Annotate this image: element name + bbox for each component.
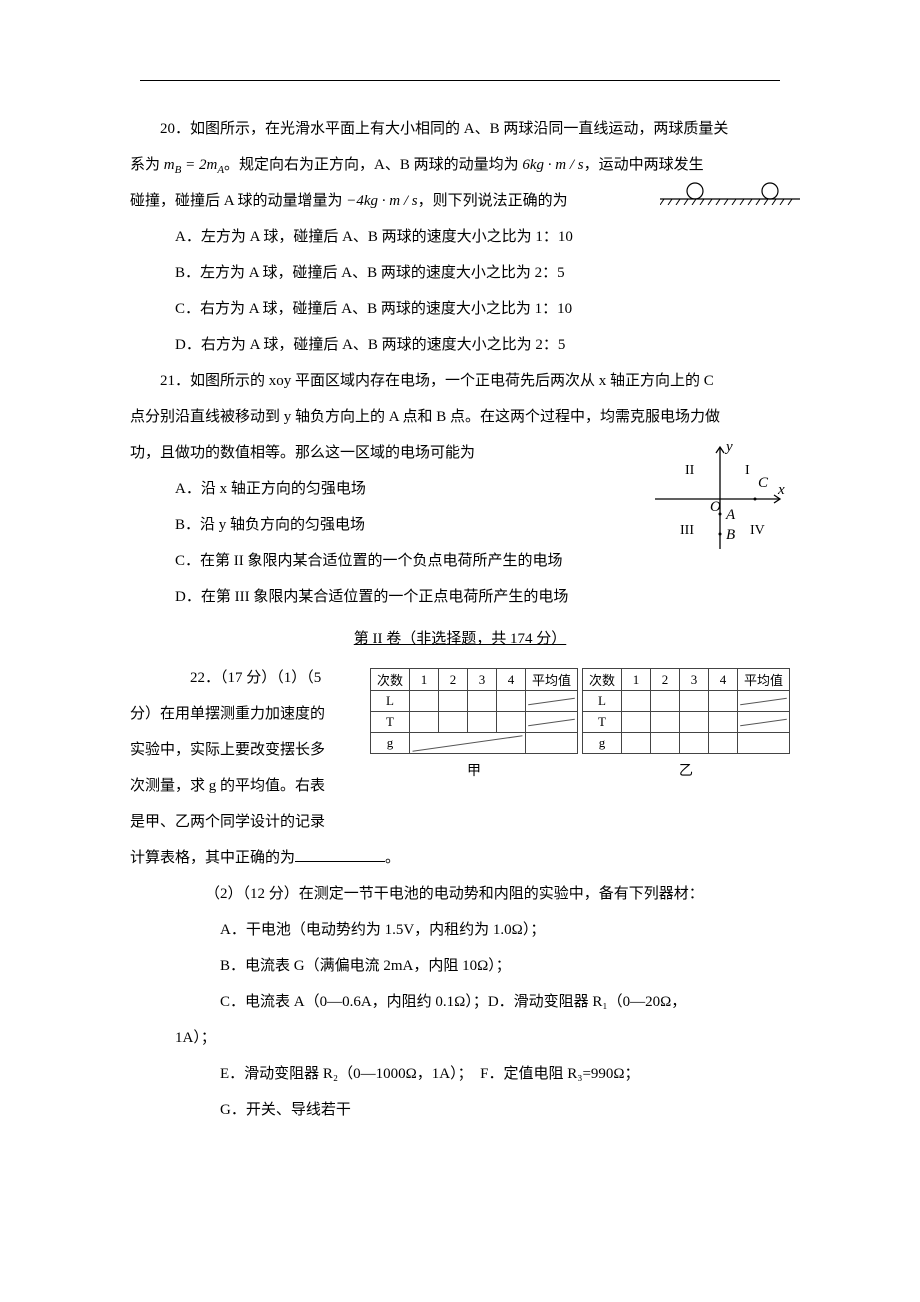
tbl2-row-t: T xyxy=(582,712,621,733)
caption-yi: 乙 xyxy=(582,760,790,780)
q22-item-a: A．干电池（电动势约为 1.5V，内租约为 1.0Ω）； xyxy=(130,912,790,948)
q22-block: 22．（17 分）（1）（5 分）在用单摆测重力加速度的 实验中，实际上要改变摆… xyxy=(130,660,790,840)
tbl-h-1: 1 xyxy=(410,669,439,691)
q22-item-b: B．电流表 G（满偏电流 2mA，内阻 10Ω）； xyxy=(130,948,790,984)
tbl-h-2: 2 xyxy=(439,669,468,691)
q20-number: 20． xyxy=(160,121,190,137)
q22-p1d: 次测量，求 g 的平均值。右表 xyxy=(130,778,325,794)
q20-option-c: C．右方为 A 球，碰撞后 A、B 两球的速度大小之比为 1：10 xyxy=(130,291,790,327)
tbl-row-t: T xyxy=(371,712,410,733)
tbl-row-l: L xyxy=(371,691,410,712)
page-rule xyxy=(140,80,780,81)
q22-p1f-pre: 计算表格，其中正确的为 xyxy=(130,850,295,866)
q22-tables: 次数 1 2 3 4 平均值 L T g 甲 xyxy=(370,660,790,780)
q20-diagram xyxy=(660,179,800,219)
tbl-row-g: g xyxy=(371,733,410,754)
q22-p1f: 计算表格，其中正确的为 。 xyxy=(130,840,790,876)
q21-stem-line2: 点分别沿直线被移动到 y 轴负方向上的 A 点和 B 点。在这两个过程中，均需克… xyxy=(130,399,790,435)
q21-label-y: y xyxy=(724,439,733,455)
tbl2-h-5: 平均值 xyxy=(737,669,789,691)
q21-stem-line1: 21．如图所示的 xoy 平面区域内存在电场，一个正电荷先后两次从 x 轴正方向… xyxy=(130,363,790,399)
q22-p1e: 是甲、乙两个同学设计的记录 xyxy=(130,814,325,830)
q20-option-a: A．左方为 A 球，碰撞后 A、B 两球的速度大小之比为 1：10 xyxy=(130,219,790,255)
q20-stem-line1: 20．如图所示，在光滑水平面上有大小相同的 A、B 两球沿同一直线运动，两球质量… xyxy=(130,111,790,147)
q22-table-yi: 次数 1 2 3 4 平均值 L T g 乙 xyxy=(582,668,790,780)
q22-item-e: E．滑动变阻器 R₂（0—1000Ω，1A）； F．定值电阻 R₃=990Ω； xyxy=(130,1056,790,1092)
q20-stem3-pre: 碰撞，碰撞后 A 球的动量增量为 xyxy=(130,193,346,209)
q21-label-iv: IV xyxy=(750,523,765,538)
caption-jia: 甲 xyxy=(370,760,578,780)
q22-item-g: G．开关、导线若干 xyxy=(130,1092,790,1128)
q22-table-jia: 次数 1 2 3 4 平均值 L T g 甲 xyxy=(370,668,578,780)
q22-p1a: （17 分）（1）（5 xyxy=(220,670,321,686)
tbl2-h-1: 1 xyxy=(621,669,650,691)
tbl2-row-l: L xyxy=(582,691,621,712)
q20-val-neg4kg: −4kg · m / s xyxy=(346,193,417,209)
q21-label-o: O xyxy=(710,499,721,515)
q22-p1b: 分）在用单摆测重力加速度的 xyxy=(130,706,325,722)
q22-p1f-post: 。 xyxy=(385,850,400,866)
q21-label-c: C xyxy=(758,475,769,491)
q20-val-6kg: 6kg · m / s xyxy=(522,157,583,173)
tbl-h-5: 平均值 xyxy=(526,669,578,691)
q21-label-iii: III xyxy=(680,523,694,538)
tbl2-row-g: g xyxy=(582,733,621,754)
q20-stem-line2: 系为 mB = 2mA。规定向右为正方向，A、B 两球的动量均为 6kg · m… xyxy=(130,147,790,183)
q20-stem2-post: ，运动中两球发生 xyxy=(584,157,704,173)
q20-option-b: B．左方为 A 球，碰撞后 A、B 两球的速度大小之比为 2：5 xyxy=(130,255,790,291)
q20-stem3-post: ，则下列说法正确的为 xyxy=(418,193,568,209)
q20-option-d: D．右方为 A 球，碰撞后 A、B 两球的速度大小之比为 2：5 xyxy=(130,327,790,363)
tbl2-h-4: 4 xyxy=(708,669,737,691)
q20-stem2-pre: 系为 xyxy=(130,157,164,173)
q20-formula-mass: mB = 2mA xyxy=(164,157,224,173)
tbl-h-3: 3 xyxy=(468,669,497,691)
q20-stem2-mid: 。规定向右为正方向，A、B 两球的动量均为 xyxy=(224,157,522,173)
q21-label-ii: II xyxy=(685,463,695,478)
q22-item-c-tail: 1A）； xyxy=(130,1020,790,1056)
q21-stem1-text: 如图所示的 xoy 平面区域内存在电场，一个正电荷先后两次从 x 轴正方向上的 … xyxy=(190,373,714,389)
q22-number: 22． xyxy=(190,670,220,686)
q21-number: 21． xyxy=(160,373,190,389)
q21-option-d: D．在第 III 象限内某合适位置的一个正点电荷所产生的电场 xyxy=(130,579,790,615)
q22-item-c: C．电流表 A（0—0.6A，内阻约 0.1Ω）；D．滑动变阻器 R₁（0—20… xyxy=(130,984,790,1020)
q21-label-i: I xyxy=(745,463,750,478)
q20-stem1-text: 如图所示，在光滑水平面上有大小相同的 A、B 两球沿同一直线运动，两球质量关 xyxy=(190,121,728,137)
q22-p2-lead: （2）（12 分）在测定一节干电池的电动势和内阻的实验中，备有下列器材： xyxy=(130,876,790,912)
q21-label-b: B xyxy=(726,527,735,543)
tbl-h-4: 4 xyxy=(497,669,526,691)
q21-diagram: y x O C A B II I III IV xyxy=(640,439,790,564)
q20-stem-line3: 碰撞，碰撞后 A 球的动量增量为 −4kg · m / s，则下列说法正确的为 xyxy=(130,183,790,219)
q21-label-x: x xyxy=(777,482,785,498)
answer-blank[interactable] xyxy=(295,846,385,862)
q22-left-text: 22．（17 分）（1）（5 分）在用单摆测重力加速度的 实验中，实际上要改变摆… xyxy=(130,660,360,840)
tbl2-h-2: 2 xyxy=(650,669,679,691)
section-2-title: 第 II 卷（非选择题，共 174 分） xyxy=(130,627,790,648)
q21-label-a: A xyxy=(725,507,736,523)
tbl-h-0: 次数 xyxy=(371,669,410,691)
tbl2-h-0: 次数 xyxy=(582,669,621,691)
q22-p1c: 实验中，实际上要改变摆长多 xyxy=(130,742,325,758)
tbl2-h-3: 3 xyxy=(679,669,708,691)
